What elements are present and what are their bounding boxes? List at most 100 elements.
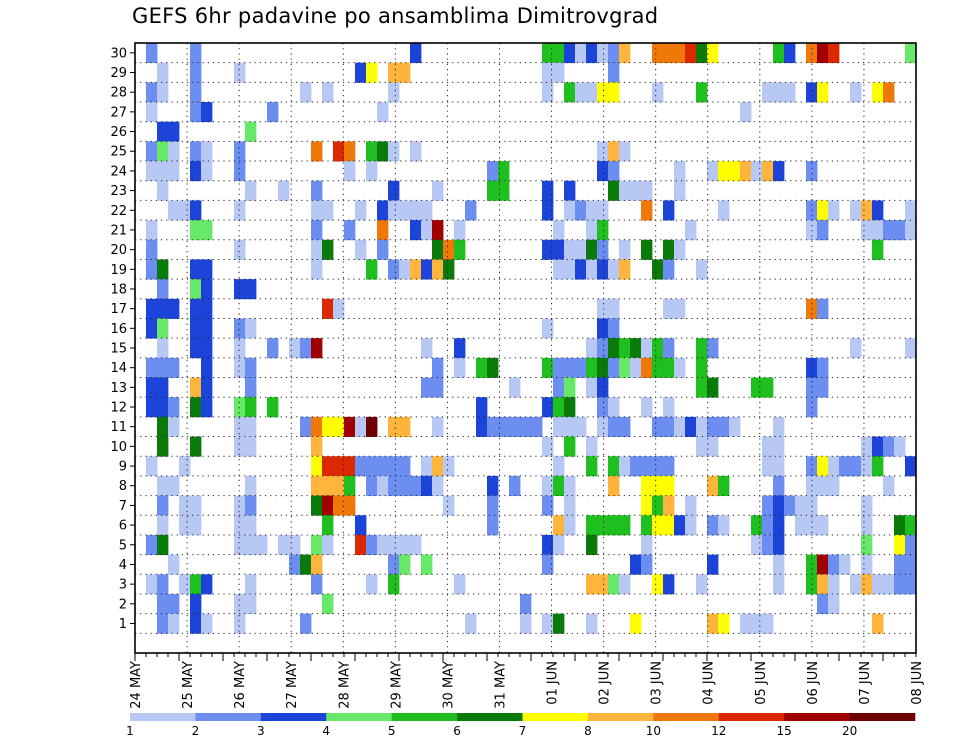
heatmap-cell [399, 475, 411, 496]
heatmap-cell [751, 161, 763, 182]
heatmap-cell [740, 613, 752, 634]
heatmap-cell [157, 613, 169, 634]
heatmap-cell [817, 82, 829, 103]
heatmap-cell [553, 475, 565, 496]
heatmap-cell [696, 436, 708, 457]
heatmap-cell [410, 475, 422, 496]
heatmap-cell [828, 475, 840, 496]
heatmap-cell [245, 279, 257, 300]
x-tick-label: 25 MAY [181, 661, 196, 709]
heatmap-cell [388, 574, 400, 595]
heatmap-cell [399, 62, 411, 83]
colorbar-swatch [391, 713, 458, 721]
heatmap-cell [388, 475, 400, 496]
heatmap-cell [190, 318, 202, 339]
heatmap-cell [586, 436, 598, 457]
heatmap-cell [322, 495, 334, 516]
heatmap-cell [542, 613, 554, 634]
heatmap-cell [817, 220, 829, 241]
heatmap-cell [311, 239, 323, 260]
heatmap-cell [465, 613, 477, 634]
heatmap-cell [146, 534, 158, 556]
heatmap-cell [575, 239, 587, 260]
heatmap-cell [355, 515, 367, 536]
heatmap-cell [157, 397, 169, 418]
heatmap-cell [487, 495, 499, 516]
heatmap-cell [487, 416, 499, 437]
heatmap-cell [168, 416, 180, 437]
heatmap-cell [575, 357, 587, 378]
heatmap-cell [168, 593, 180, 615]
heatmap-cell [817, 298, 829, 319]
heatmap-cell [905, 200, 917, 221]
heatmap-cell [289, 338, 301, 359]
heatmap-cell [619, 456, 631, 477]
heatmap-cell [157, 377, 169, 398]
heatmap-cell [806, 495, 818, 516]
heatmap-cell [333, 495, 345, 516]
heatmap-cell [828, 456, 840, 477]
heatmap-cell [234, 416, 246, 437]
heatmap-cell [157, 298, 169, 319]
heatmap-cell [344, 161, 356, 182]
heatmap-cell [432, 416, 444, 437]
heatmap-cell [498, 180, 510, 201]
heatmap-cell [487, 161, 499, 182]
heatmap-cell [883, 475, 895, 496]
heatmap-cell [410, 141, 422, 162]
heatmap-cell [344, 456, 356, 477]
heatmap-cell [333, 456, 345, 477]
heatmap-cell [432, 377, 444, 398]
heatmap-cell [157, 318, 169, 339]
heatmap-cell [322, 456, 334, 477]
heatmap-cell [333, 298, 345, 319]
heatmap-cell [432, 220, 444, 241]
heatmap-cell [608, 318, 620, 339]
heatmap-cell [454, 574, 466, 595]
heatmap-cell [355, 534, 367, 556]
heatmap-cell [190, 141, 202, 162]
heatmap-cell [388, 62, 400, 83]
y-tick-label: 16 [110, 322, 127, 337]
heatmap-cell [190, 102, 202, 123]
heatmap-cell [641, 554, 653, 575]
heatmap-cell [190, 397, 202, 418]
heatmap-cell [245, 416, 257, 437]
heatmap-cell [905, 456, 917, 477]
heatmap-cell [311, 141, 323, 162]
colorbar-swatch [522, 713, 589, 721]
heatmap-cell [388, 200, 400, 221]
heatmap-cell [564, 436, 576, 457]
heatmap-cell [707, 436, 719, 457]
heatmap-cell [674, 180, 686, 201]
heatmap-cell [399, 259, 411, 280]
heatmap-cell [432, 259, 444, 280]
heatmap-cell [806, 82, 818, 103]
heatmap-cell [542, 534, 554, 556]
heatmap-cell [190, 43, 202, 64]
heatmap-cell [608, 515, 620, 536]
heatmap-cell [366, 456, 378, 477]
heatmap-cell [531, 416, 543, 437]
heatmap-cell [168, 613, 180, 634]
heatmap-cell [905, 554, 917, 575]
heatmap-cell [245, 318, 257, 339]
heatmap-cell [707, 515, 719, 536]
heatmap-cell [685, 416, 697, 437]
y-tick-label: 30 [110, 46, 127, 61]
heatmap-cell [652, 495, 664, 516]
heatmap-cell [322, 416, 334, 437]
x-tick-label: 24 MAY [129, 661, 144, 709]
heatmap-cell [861, 515, 873, 536]
heatmap-cell [652, 515, 664, 536]
colorbar-swatch [195, 713, 262, 721]
heatmap-cell [696, 416, 708, 437]
heatmap-cell [663, 475, 675, 496]
heatmap-cell [718, 613, 730, 634]
heatmap-cell [861, 456, 873, 477]
heatmap-cell [894, 554, 906, 575]
y-tick-label: 29 [110, 66, 127, 81]
heatmap-cell [817, 515, 829, 536]
heatmap-cell [663, 43, 675, 64]
